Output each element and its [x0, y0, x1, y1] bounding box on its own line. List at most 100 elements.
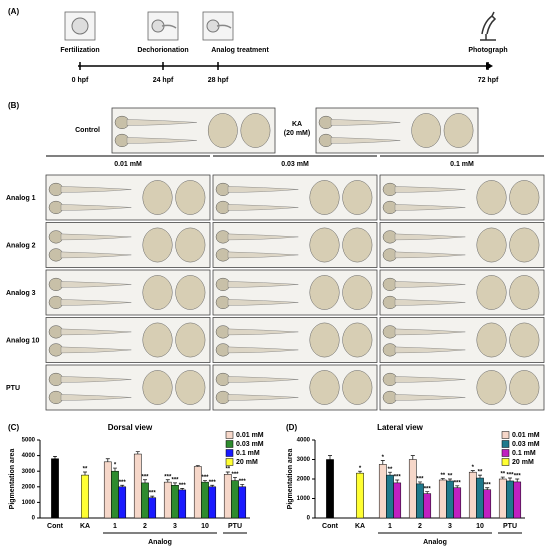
fish-closeup	[443, 113, 474, 148]
event-label: Dechorionation	[137, 47, 188, 54]
significance: *	[382, 455, 385, 461]
fish-closeup	[476, 370, 507, 405]
error-bar	[143, 479, 147, 483]
legend-swatch	[225, 440, 234, 448]
bar	[223, 474, 232, 519]
error-bar	[150, 495, 155, 498]
fish-closeup	[240, 113, 271, 148]
x-tick-label: PTU	[228, 523, 242, 530]
fish-body	[227, 281, 299, 288]
fish-body	[126, 137, 197, 144]
significance: ***	[119, 480, 127, 486]
fish-closeup	[342, 275, 373, 310]
bar	[393, 482, 402, 519]
significance: ***	[231, 472, 239, 478]
significance: ***	[164, 474, 172, 480]
x-tick-label: 1	[113, 523, 117, 530]
fish-body	[394, 299, 466, 306]
timeline-arrow	[486, 62, 493, 70]
error-bar	[395, 479, 400, 483]
fish-body	[394, 186, 466, 193]
fish-closeup	[342, 227, 373, 263]
legend-label: 0.1 mM	[236, 450, 260, 457]
y-tick-label: 2000	[297, 477, 311, 483]
fish-closeup	[342, 322, 373, 358]
fish-closeup	[142, 370, 173, 405]
row-label: Control	[75, 127, 100, 134]
bar	[438, 479, 447, 519]
fish-closeup	[411, 113, 441, 148]
legend-label: 0.1 mM	[512, 450, 536, 457]
panel-label: (A)	[8, 7, 19, 16]
fish-body	[60, 394, 132, 401]
x-tick-label: 1	[388, 523, 392, 530]
fish-body	[60, 281, 132, 288]
error-bar	[165, 479, 170, 483]
x-tick-label: 2	[143, 523, 147, 530]
error-bar	[440, 478, 445, 480]
bar	[446, 480, 454, 519]
fish-body	[394, 328, 466, 336]
bar	[356, 472, 364, 519]
significance: *	[114, 463, 117, 469]
legend-swatch	[225, 458, 234, 466]
significance: ***	[149, 491, 157, 497]
bar	[148, 497, 157, 519]
row-label: Analog 2	[6, 242, 36, 249]
error-bar	[53, 456, 57, 459]
fish-body	[60, 376, 132, 383]
legend-label: 0.03 mM	[236, 441, 264, 448]
row-label: Analog 3	[6, 290, 36, 297]
event-label: Analog treatment	[211, 47, 269, 54]
bar	[238, 486, 247, 519]
error-bar	[448, 478, 452, 481]
fish-image	[379, 269, 545, 316]
bar	[513, 481, 522, 519]
significance: **	[83, 467, 88, 473]
fish-body	[394, 346, 466, 354]
chart-title: Dorsal view	[108, 423, 153, 432]
fish-body	[330, 119, 401, 126]
fish-closeup	[142, 180, 173, 215]
legend-swatch	[225, 431, 234, 439]
row-label: PTU	[6, 385, 20, 392]
significance: ***	[394, 475, 402, 481]
significance: ***	[454, 480, 462, 486]
fish-closeup	[476, 227, 507, 263]
legend-swatch	[501, 449, 510, 457]
significance: ***	[141, 474, 149, 480]
fish-body	[60, 299, 132, 306]
fish-closeup	[476, 180, 507, 215]
x-tick-label: 10	[201, 523, 209, 530]
fish-body	[394, 281, 466, 288]
fish-closeup	[175, 370, 206, 405]
significance: ***	[424, 486, 432, 492]
row-label: Analog 10	[6, 337, 40, 344]
fish-body	[330, 137, 401, 144]
error-bar	[485, 487, 490, 490]
y-tick-label: 0	[32, 516, 36, 522]
fish-closeup	[142, 322, 173, 358]
significance: ***	[209, 480, 217, 486]
error-bar	[173, 482, 177, 486]
significance: ***	[514, 474, 522, 480]
error-bar	[210, 484, 215, 487]
error-bar	[135, 451, 140, 455]
error-bar	[233, 477, 237, 481]
bar	[178, 489, 187, 519]
error-bar	[455, 485, 460, 488]
y-tick-label: 1000	[22, 500, 36, 506]
significance: **	[225, 467, 230, 473]
legend-swatch	[225, 449, 234, 457]
fish-body	[227, 233, 299, 241]
significance: ***	[484, 482, 492, 488]
legend-label: 0.01 mM	[236, 432, 264, 439]
fish-body	[227, 328, 299, 336]
x-tick-label: Cont	[47, 523, 64, 530]
bar	[51, 458, 59, 519]
event-time: 72 hpf	[478, 77, 499, 84]
y-tick-label: 4000	[297, 438, 311, 444]
y-tick-label: 2000	[22, 484, 36, 490]
error-bar	[410, 455, 415, 460]
error-bar	[478, 474, 482, 479]
